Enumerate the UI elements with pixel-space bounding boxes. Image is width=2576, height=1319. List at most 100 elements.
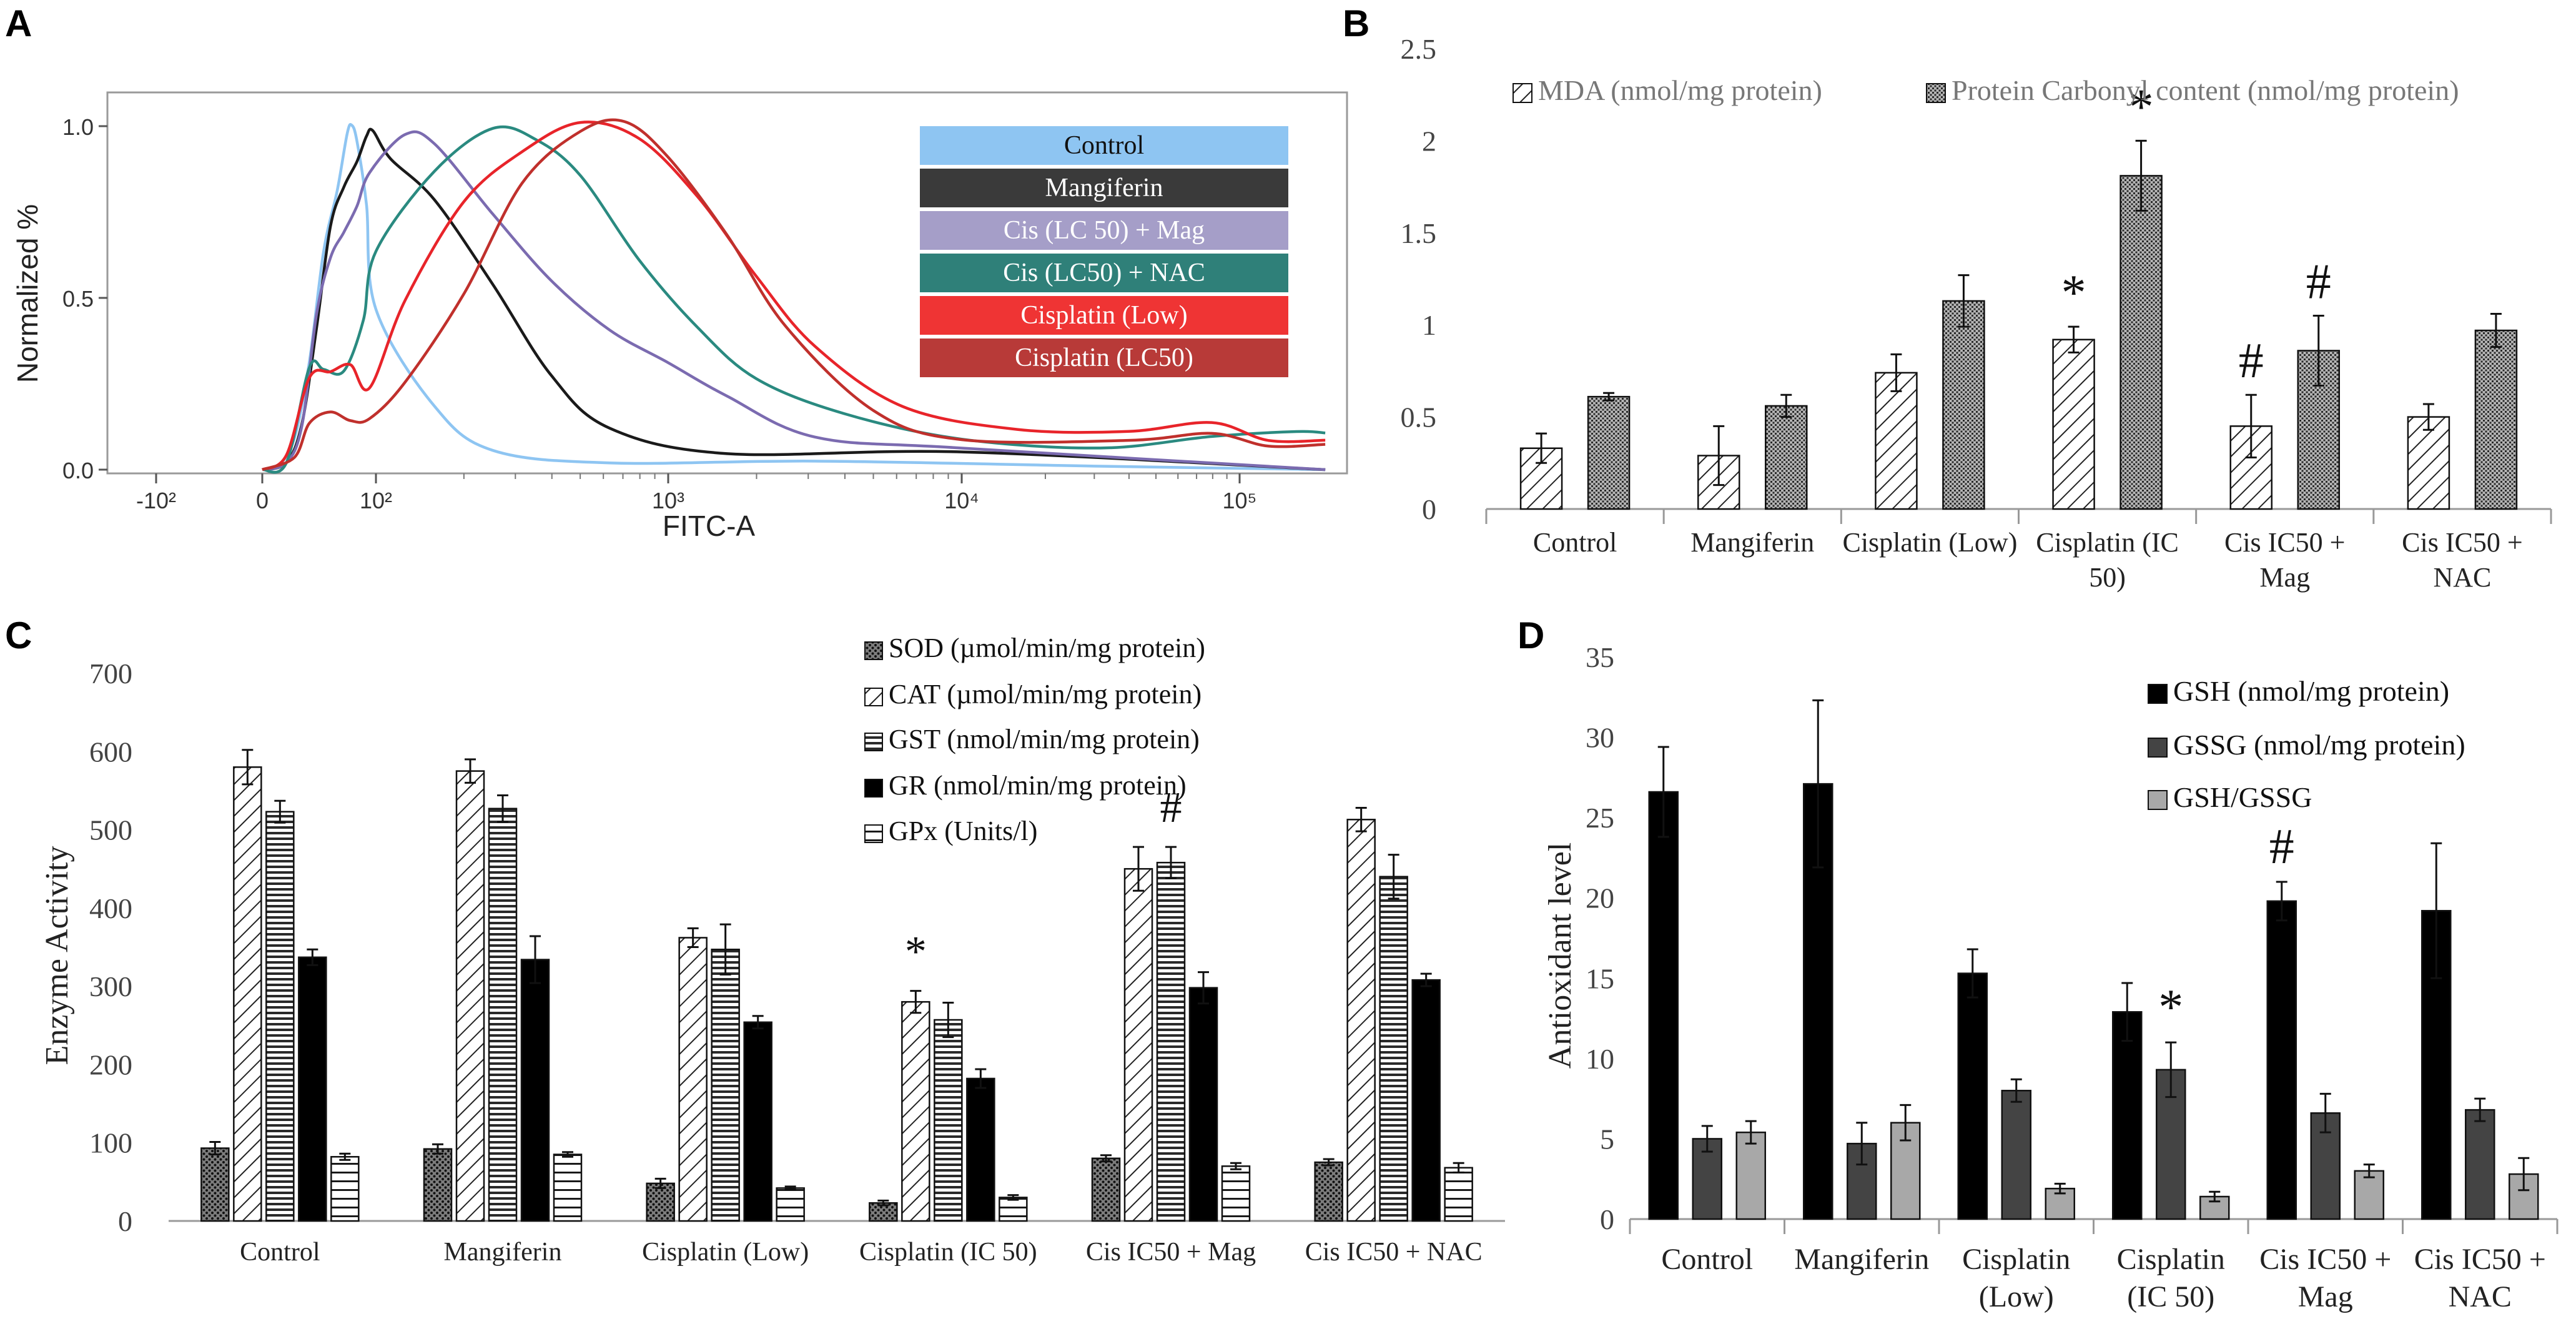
c-bar-gst [711, 949, 740, 1222]
panel-d-bars: *# [1648, 699, 2539, 1220]
c-legend-label-gst: GST (nmol/min/mg protein) [889, 724, 1200, 754]
c-bar-cat [1123, 867, 1153, 1222]
panel-a-histogram: 0.0 0.5 1.0 -10² 0 10² 10³ 10⁴ 10⁵ Control Mangi… [11, 91, 1348, 542]
b-bar-protein [2120, 175, 2163, 510]
panel-b-legend: MDA (nmol/mg protein) Protein Carbonyl co… [1513, 74, 2459, 106]
b-category-label: Control [1533, 527, 1617, 558]
c-category-label: Cis IC50 + NAC [1305, 1238, 1483, 1267]
b-y-tick-label: 0.5 [1401, 402, 1437, 433]
panel-a-legend-swatch-mangiferin [920, 169, 1288, 207]
c-y-tick-label: 700 [89, 658, 132, 689]
panel-a-y-tick-label: 0.0 [62, 458, 94, 483]
d-bar-gssg [2001, 1090, 2031, 1220]
b-y-tick-label: 0 [1422, 493, 1436, 525]
d-y-tick-label: 5 [1600, 1123, 1614, 1155]
d-legend-swatch-gsh-gssg [2148, 790, 2168, 810]
b-bar-protein [1587, 395, 1631, 510]
d-category-label-line: Cisplatin [2117, 1243, 2225, 1276]
c-bar-cat [233, 766, 262, 1222]
b-category-label-part: Cis IC50 + [2402, 527, 2523, 558]
c-legend-label-cat: CAT (µmol/min/mg protein) [889, 679, 1202, 709]
c-bar-sod [646, 1182, 675, 1222]
c-y-tick-label: 600 [89, 736, 132, 768]
c-bar-sod [1314, 1161, 1343, 1222]
c-bar-gst [934, 1019, 963, 1222]
d-category-label-line: Control [1661, 1243, 1753, 1276]
c-bar-gpx [1444, 1167, 1473, 1222]
b-category-label-part: NAC [2433, 562, 2491, 593]
c-category-label: Control [240, 1238, 320, 1267]
panel-a-legend-swatch-cisplatin-lc50 [920, 338, 1288, 377]
panel-c-y-axis-label: Enzyme Activity [39, 846, 75, 1065]
b-category-label-part: 50) [2089, 562, 2126, 593]
d-category-label-line: (Low) [1979, 1280, 2054, 1313]
c-bar-gpx [553, 1154, 583, 1222]
d-bar-gsh-gssg [1735, 1131, 1766, 1220]
c-legend-label-gr: GR (nmol/min/mg protein) [889, 770, 1187, 801]
panel-label-d: D [1517, 615, 1544, 656]
d-legend-swatch-gssg [2148, 738, 2168, 758]
b-y-tick-label: 1 [1422, 309, 1436, 341]
c-bar-gr [520, 959, 550, 1222]
d-y-tick-label: 30 [1586, 722, 1614, 754]
b-bar-protein [1942, 300, 1985, 510]
panel-a-x-tick-label: 10⁵ [1223, 488, 1257, 513]
c-bar-gst [1156, 861, 1186, 1222]
d-significance-mark: # [2269, 819, 2294, 874]
d-bar-gsh-gssg [2354, 1170, 2384, 1220]
d-legend-label-gsh: GSH (nmol/mg protein) [2173, 675, 2449, 707]
panel-b-axes: 0 0.5 1 1.5 2 2.5 Control Mangiferin Cisplatin (… [1401, 33, 2552, 593]
d-y-tick-label: 0 [1600, 1203, 1614, 1235]
c-bar-gpx [776, 1187, 805, 1222]
panel-a-legend-swatch-cisplatin-low [920, 296, 1288, 335]
c-category-label: Cisplatin (IC 50) [859, 1238, 1037, 1267]
c-y-tick-label: 500 [89, 814, 132, 846]
c-bar-sod [1091, 1157, 1121, 1222]
c-legend-swatch-gpx [864, 824, 883, 843]
panel-c-bars: *# [200, 749, 1473, 1222]
panel-a-series-lines [261, 118, 1326, 474]
c-y-tick-label: 0 [118, 1205, 132, 1237]
b-category-label-part: Mag [2259, 562, 2310, 593]
panel-a-legend-label-mangiferin: Mangiferin [1045, 174, 1163, 202]
panel-label-b: B [1343, 2, 1369, 44]
b-legend-swatch-mda [1513, 83, 1532, 103]
b-y-tick-label: 1.5 [1401, 217, 1437, 249]
panel-a-y-tick-label: 1.0 [62, 114, 94, 140]
panel-a-legend-label-cisplatin-lc50: Cisplatin (LC50) [1015, 343, 1193, 372]
b-category-label-part: Cisplatin (IC [2036, 527, 2179, 558]
panel-a-legend-swatch-cis-lc50-nac [920, 254, 1288, 292]
panel-c-axes: 0 100 200 300 400 500 600 700 Control Mangiferin C… [89, 658, 1505, 1267]
panel-a-legend: Control Mangiferin Cis (LC 50) + Mag Cis (L… [920, 126, 1288, 377]
b-bar-mda [2407, 416, 2450, 510]
c-category-label: Cisplatin (Low) [642, 1238, 809, 1267]
d-category-label-line: Cisplatin [1962, 1243, 2070, 1276]
panel-c-legend: SOD (µmol/min/mg protein) CAT (µmol/min/m… [864, 633, 1205, 846]
c-bar-cat [678, 937, 708, 1222]
d-bar-gsh [1648, 791, 1679, 1220]
d-legend-label-gssg: GSSG (nmol/mg protein) [2173, 729, 2465, 761]
b-bar-protein [2474, 329, 2518, 510]
c-bar-gst [265, 811, 295, 1222]
panel-a-legend-swatch-cis-lc-50-mag [920, 211, 1288, 250]
b-category-label-part: Cis IC50 + [2224, 527, 2346, 558]
panel-label-c: C [5, 615, 32, 656]
d-y-tick-label: 15 [1586, 962, 1614, 994]
c-legend-swatch-sod [864, 641, 883, 660]
d-y-tick-label: 25 [1586, 802, 1614, 834]
b-significance-mark: # [2306, 254, 2331, 309]
panel-a-series-cisplatin-low [261, 121, 1326, 472]
b-category-label: Cisplatin (Low) [1842, 527, 2017, 558]
panel-a-x-tick-label: 10² [360, 488, 392, 513]
panel-d-y-axis-label: Antioxidant level [1542, 842, 1578, 1069]
c-bar-gr [966, 1077, 995, 1222]
panel-a-y-tick-label: 0.5 [62, 286, 94, 312]
panel-b-bar-chart: 0 0.5 1 1.5 2 2.5 Control Mangiferin Cisplatin (… [1401, 33, 2552, 593]
c-category-label: Cis IC50 + Mag [1086, 1238, 1256, 1267]
c-legend-label-sod: SOD (µmol/min/mg protein) [889, 633, 1205, 663]
d-legend-label-gsh-gssg: GSH/GSSG [2173, 781, 2312, 813]
b-legend-swatch-protein [1926, 83, 1946, 103]
b-bar-protein [1765, 405, 1808, 510]
c-legend-swatch-cat [864, 688, 883, 706]
